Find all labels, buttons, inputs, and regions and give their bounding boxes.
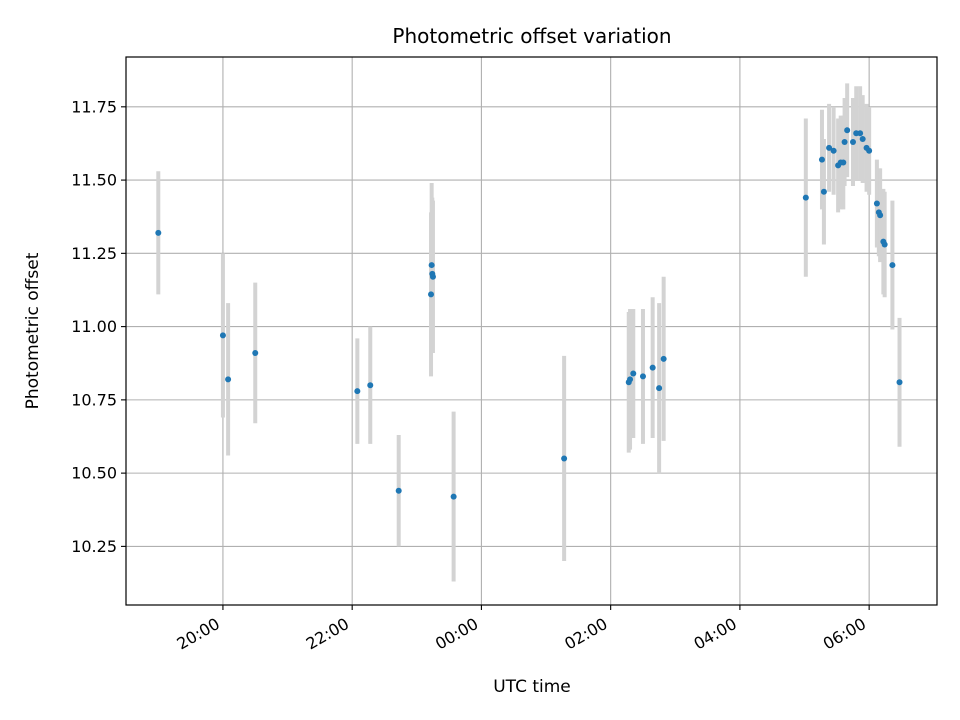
data-point [649, 364, 656, 371]
data-point [844, 127, 851, 134]
data-point [630, 370, 637, 377]
data-point [561, 455, 568, 462]
data-point [873, 200, 880, 207]
data-point [656, 385, 663, 392]
data-point [889, 262, 896, 269]
data-point [802, 194, 809, 201]
data-point [627, 376, 634, 383]
data-point [859, 136, 866, 143]
data-point [881, 241, 888, 248]
data-point [219, 332, 226, 339]
data-point [830, 147, 837, 154]
data-point [639, 373, 646, 380]
chart-title: Photometric offset variation [392, 24, 671, 48]
data-point [820, 188, 827, 195]
data-point [826, 144, 833, 151]
data-point [660, 355, 667, 362]
x-axis-label: UTC time [493, 677, 571, 697]
data-points [155, 127, 903, 500]
data-point [896, 379, 903, 386]
data-point [155, 229, 162, 236]
plot-frame [125, 56, 938, 606]
y-tick-label: 10.75 [71, 390, 117, 409]
y-tick-label: 10.50 [71, 464, 117, 483]
y-tick-label: 10.25 [71, 537, 117, 556]
data-point [841, 138, 848, 145]
data-point [428, 262, 435, 269]
data-point [866, 147, 873, 154]
data-point [429, 273, 436, 280]
y-axis-label: Photometric offset [23, 252, 43, 409]
y-tick-label: 11.00 [71, 317, 117, 336]
data-point [840, 159, 847, 166]
data-point [252, 349, 259, 356]
y-axis-ticks: 10.25 10.50 10.75 11.00 11.25 11.50 11.75 [71, 97, 126, 556]
data-point [849, 138, 856, 145]
data-point [367, 382, 374, 389]
data-point [818, 156, 825, 163]
data-point [225, 376, 232, 383]
y-tick-label: 11.75 [71, 97, 117, 116]
data-point [428, 291, 435, 298]
data-point [354, 388, 361, 395]
data-point [395, 487, 402, 494]
y-tick-label: 11.50 [71, 171, 117, 190]
data-point [877, 212, 884, 219]
y-tick-label: 11.25 [71, 244, 117, 263]
data-point [450, 493, 457, 500]
data-point [857, 130, 864, 137]
